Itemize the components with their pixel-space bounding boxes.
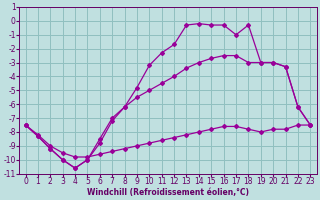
X-axis label: Windchill (Refroidissement éolien,°C): Windchill (Refroidissement éolien,°C) bbox=[87, 188, 249, 197]
